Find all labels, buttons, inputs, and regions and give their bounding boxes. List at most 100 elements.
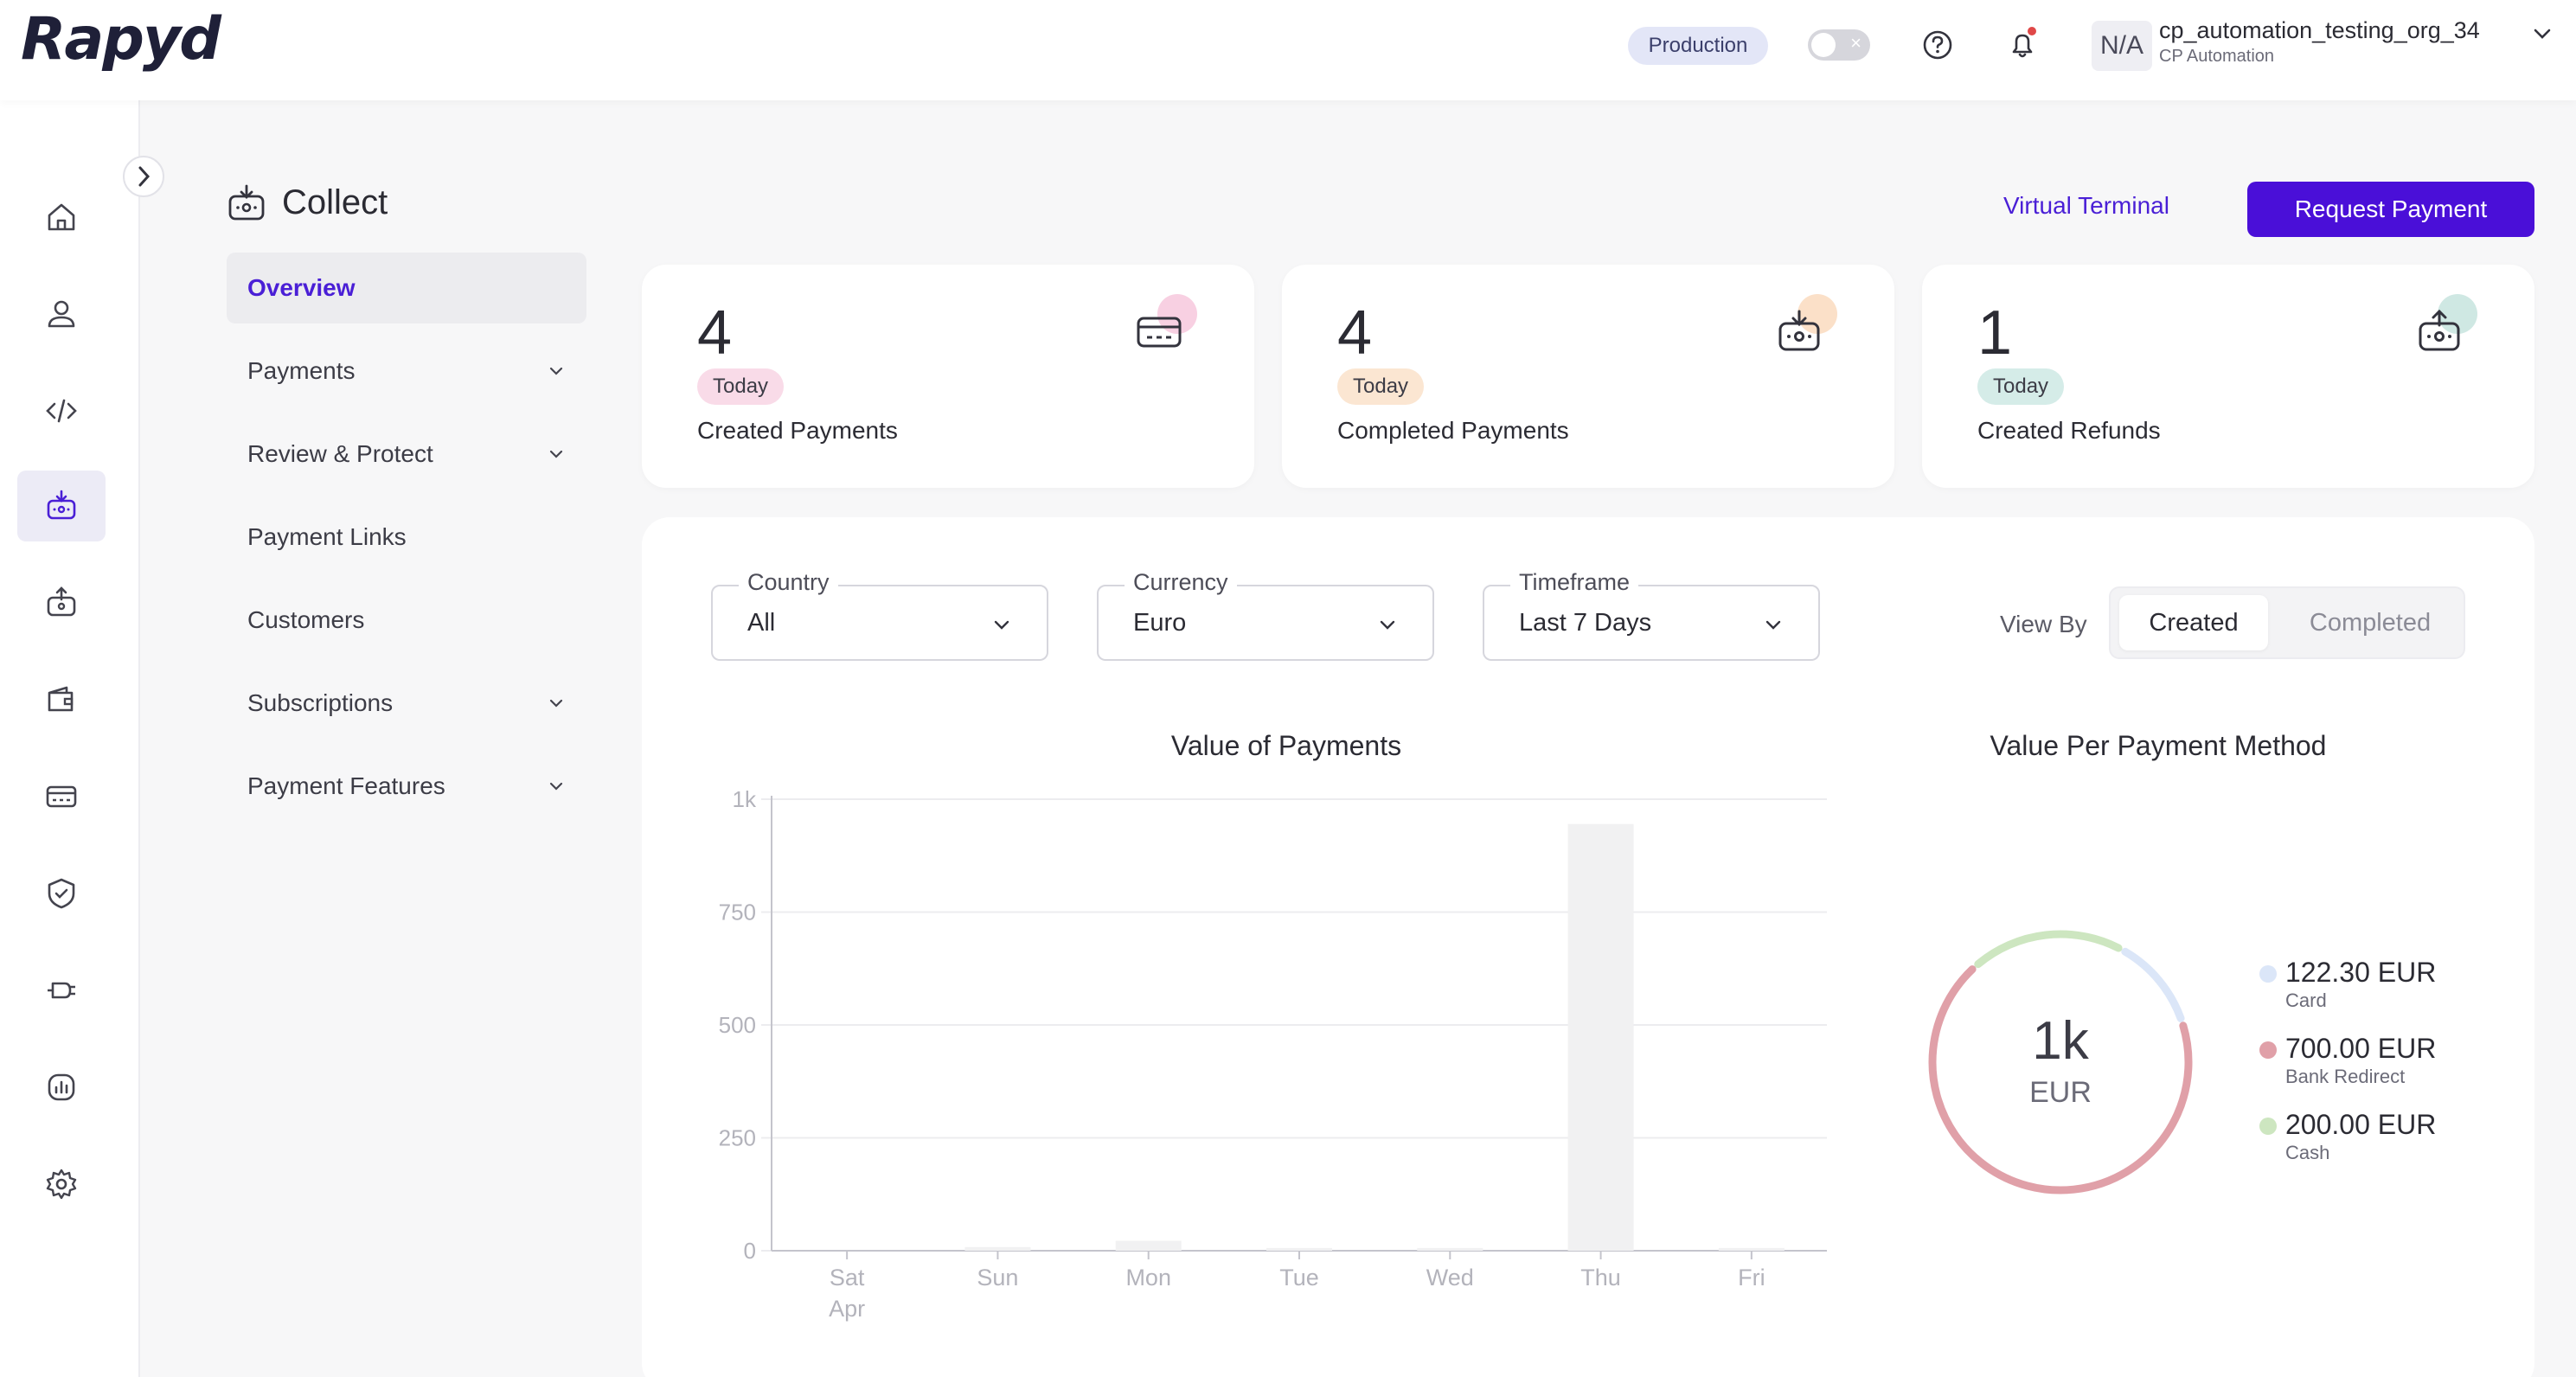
shield-check-icon	[48, 878, 75, 909]
org-name[interactable]: cp_automation_testing_org_34	[2159, 17, 2480, 43]
virtual-terminal-link[interactable]: Virtual Terminal	[2003, 192, 2169, 219]
timeframe-filter[interactable]: Timeframe Last 7 Days	[1483, 569, 1820, 661]
subnav-label: Payment Links	[247, 523, 407, 550]
x-tick-label: Sun	[977, 1265, 1018, 1291]
stat-card-completed-payments: 4 Today Completed Payments	[1282, 265, 1894, 488]
legend-dot	[2259, 1118, 2277, 1135]
card-icon	[46, 785, 77, 808]
subnav-subscriptions[interactable]: Subscriptions	[227, 668, 586, 739]
rail-settings[interactable]	[17, 1149, 106, 1220]
stat-value: 4	[1337, 298, 1373, 368]
filter-label: Timeframe	[1510, 569, 1639, 596]
stat-value: 4	[697, 298, 733, 368]
currency-filter[interactable]: Currency Euro	[1097, 569, 1434, 661]
y-tick-label: 250	[719, 1125, 756, 1151]
settings-icon	[46, 1169, 77, 1200]
subnav-label: Review & Protect	[247, 440, 433, 467]
donut-ring	[1928, 930, 2193, 1194]
filter-value: Euro	[1133, 609, 1187, 637]
y-tick-label: 0	[744, 1238, 756, 1264]
environment-badge: Production	[1628, 27, 1768, 65]
x-tick-label: Sat	[830, 1265, 865, 1291]
filter-label: Country	[739, 569, 838, 596]
country-filter[interactable]: Country All	[711, 569, 1048, 661]
environment-toggle[interactable]: ×	[1808, 29, 1870, 61]
collect-stat-icon	[1773, 294, 1837, 358]
help-icon[interactable]	[1919, 26, 1957, 64]
payment-method-donut: 1k EUR	[1922, 924, 2199, 1201]
filter-label: Currency	[1125, 569, 1237, 596]
card-icon	[1137, 317, 1182, 348]
donut-center-unit: EUR	[2029, 1076, 2092, 1109]
chevron-down-icon[interactable]	[2529, 21, 2555, 47]
collect-icon	[47, 490, 76, 520]
rail-integrations[interactable]	[17, 955, 106, 1026]
legend-dot	[2259, 1041, 2277, 1059]
stat-label: Created Payments	[697, 417, 898, 444]
x-tick-sublabel: Apr	[829, 1296, 865, 1322]
stat-card-created-refunds: 1 Today Created Refunds	[1922, 265, 2534, 488]
donut-slice-bank-redirect	[1928, 965, 2193, 1194]
bar-fri	[1718, 1247, 1785, 1251]
filter-value: All	[747, 609, 776, 637]
code-icon	[46, 399, 77, 423]
y-tick-label: 1k	[733, 786, 757, 812]
view-by-completed[interactable]: Completed	[2309, 609, 2432, 637]
rail-wallets[interactable]	[17, 664, 106, 735]
rail-home[interactable]	[17, 182, 106, 253]
reports-icon	[48, 1073, 75, 1101]
x-tick-label: Wed	[1426, 1265, 1474, 1291]
x-tick-label: Thu	[1580, 1265, 1621, 1291]
stat-label: Created Refunds	[1977, 417, 2161, 444]
subnav-payment-links[interactable]: Payment Links	[227, 502, 586, 573]
view-by-toggle: Created Completed	[2109, 586, 2465, 659]
stat-value: 1	[1977, 298, 2013, 368]
legend-dot	[2259, 965, 2277, 983]
left-rail	[0, 100, 140, 1377]
stat-card-created-payments: 4 Today Created Payments	[642, 265, 1254, 488]
x-tick-label: Tue	[1279, 1265, 1319, 1291]
toggle-knob	[1811, 33, 1836, 57]
donut-slice-cash	[1974, 930, 2123, 969]
chevron-right-icon	[138, 166, 151, 187]
view-by-created[interactable]: Created	[2119, 595, 2268, 650]
subnav-payments[interactable]: Payments	[227, 336, 586, 407]
bell-icon[interactable]	[2003, 26, 2041, 64]
rail-reports[interactable]	[17, 1052, 106, 1123]
bar-tue	[1266, 1247, 1332, 1251]
legend-value: 200.00 EUR	[2285, 1109, 2437, 1140]
chevron-down-icon	[549, 699, 563, 708]
request-payment-button[interactable]: Request Payment	[2247, 182, 2534, 237]
value-of-payments-chart: 0 250 500 750 1k Sat Apr Sun Mon Tue Wed Thu Fri	[719, 786, 1827, 1322]
view-by-label: View By	[2000, 611, 2087, 637]
rail-protect[interactable]	[17, 858, 106, 929]
today-badge: Today	[697, 368, 785, 405]
card-stat-icon	[1133, 294, 1197, 358]
legend-label: Cash	[2285, 1142, 2330, 1163]
chevron-down-icon	[1380, 620, 1395, 630]
rail-users[interactable]	[17, 279, 106, 349]
plug-icon	[48, 982, 75, 999]
legend-label: Bank Redirect	[2285, 1066, 2406, 1087]
legend-value: 122.30 EUR	[2285, 957, 2437, 988]
rapyd-logo[interactable]: Rapyd	[21, 5, 221, 74]
bar-sun	[964, 1246, 1031, 1251]
rail-cards[interactable]	[17, 761, 106, 832]
rail-disburse[interactable]	[17, 567, 106, 638]
subnav-overview[interactable]: Overview	[227, 253, 586, 323]
rail-expand-button[interactable]	[123, 156, 164, 197]
subnav-label: Payment Features	[247, 772, 445, 799]
subnav-payment-features[interactable]: Payment Features	[227, 751, 586, 822]
rail-developers[interactable]	[17, 375, 106, 446]
chevron-down-icon	[549, 450, 563, 458]
org-avatar[interactable]: N/A	[2092, 21, 2152, 71]
home-icon	[48, 203, 75, 231]
subnav-review-protect[interactable]: Review & Protect	[227, 419, 586, 490]
subnav-customers[interactable]: Customers	[227, 585, 586, 656]
disburse-icon	[2419, 309, 2460, 351]
chevron-down-icon	[549, 782, 563, 791]
wallet-icon	[48, 686, 74, 712]
today-badge: Today	[1337, 368, 1425, 405]
donut-slice-card	[2121, 947, 2185, 1022]
rail-collect[interactable]	[17, 471, 106, 541]
